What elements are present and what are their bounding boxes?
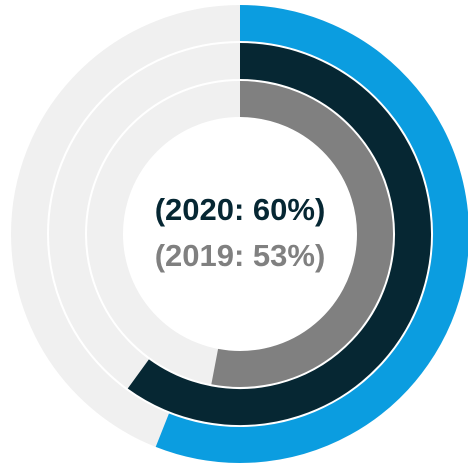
ring-bar [155,5,468,463]
center-label: (2020: 60%) [155,192,326,227]
center-label: (2019: 53%) [155,238,326,273]
ring-bar [211,81,393,387]
ring-bar [127,43,431,425]
